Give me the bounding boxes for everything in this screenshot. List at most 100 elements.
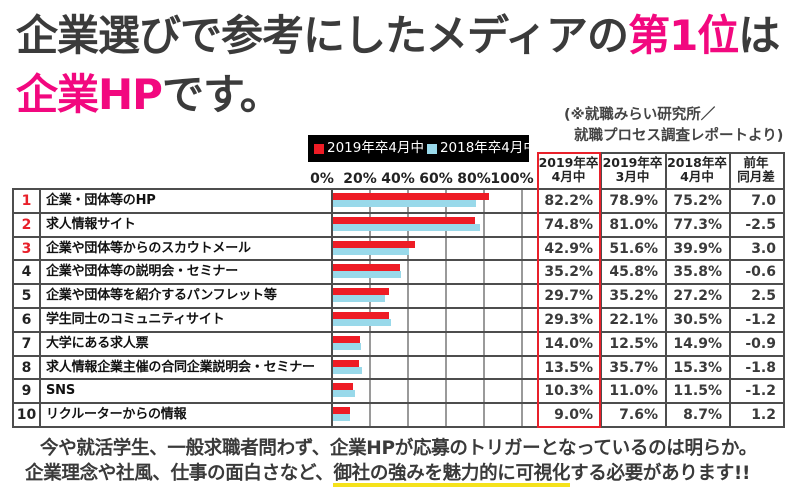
column-divider: [39, 188, 41, 428]
value-cell: 42.9%: [544, 240, 593, 257]
x-tick-label: 0%: [310, 171, 334, 187]
legend-label-2018: 2018年卒4月中: [439, 139, 537, 156]
legend-swatch-2019-icon: [314, 143, 324, 154]
value-cell: 45.8%: [609, 264, 658, 281]
value-cell: 9.0%: [554, 407, 593, 424]
column-header-line-1: 2019年卒: [538, 155, 599, 170]
rank-number: 10: [16, 407, 37, 424]
footer-highlighted-phrase: 御社の強みを魅力的に可視化: [333, 463, 570, 487]
bar-2019-april: [333, 264, 400, 272]
rank-number: 4: [21, 264, 32, 281]
bar-2019-april: [333, 407, 351, 415]
row-divider: [12, 235, 785, 238]
value-cell: 39.9%: [673, 240, 722, 257]
source-paren: (: [564, 107, 571, 123]
value-cell: 35.7%: [609, 359, 658, 376]
bar-2019-april: [333, 312, 389, 319]
value-cell: 2.5: [751, 288, 776, 305]
value-cell: 1.2: [751, 407, 776, 424]
column-header: 2019年卒 4月中: [537, 156, 600, 184]
value-cell: 82.2%: [544, 193, 593, 209]
row-divider: [12, 330, 785, 333]
axis-zero-line: [331, 188, 333, 428]
media-label: 企業や団体等からのスカウトメール: [46, 240, 251, 256]
value-cell: 75.2%: [673, 193, 722, 209]
bar-2018-april: [333, 223, 480, 231]
column-header: 前年 同月差: [729, 156, 783, 184]
rank-number: 7: [21, 335, 32, 352]
column-header: 2019年卒 3月中: [600, 156, 665, 184]
row-divider: [12, 378, 785, 381]
rank-number: 8: [21, 359, 32, 376]
value-cell: -1.2: [745, 383, 776, 400]
column-header-line-1: 2019年卒: [602, 155, 663, 170]
value-cell: 14.0%: [544, 335, 593, 352]
value-cell: -2.5: [745, 216, 776, 233]
bar-2018-april: [333, 366, 363, 374]
value-cell: 22.1%: [609, 312, 658, 328]
x-tick-label: 100%: [490, 171, 534, 187]
rank-number: 9: [21, 383, 32, 400]
footer-line2-prefix: 企業理念や社風、仕事の面白さなど、: [25, 463, 334, 484]
highlight-box-2019-april: [537, 152, 601, 428]
headline-line2-suffix: です。: [161, 70, 282, 119]
column-divider: [729, 152, 731, 428]
value-cell: -0.6: [745, 264, 776, 281]
media-label: 企業や団体等を紹介するパンフレット等: [46, 288, 277, 304]
row-divider: [12, 402, 785, 405]
value-cell: 78.9%: [609, 193, 658, 209]
column-header-line-1: 前年: [743, 155, 769, 170]
bar-2018-april: [333, 390, 355, 398]
column-header-line-2: 3月中: [615, 169, 650, 184]
bar-2018-april: [333, 414, 350, 422]
row-divider: [12, 307, 785, 309]
column-divider: [665, 152, 667, 428]
source-note-line-2: 就職プロセス調査レポートより): [574, 128, 784, 144]
bar-2019-april: [333, 288, 390, 296]
reference-mark-icon: ※: [570, 107, 585, 123]
value-cell: 51.6%: [609, 240, 658, 257]
bar-2018-april: [333, 271, 402, 279]
source-name: 就職みらい研究所／: [584, 107, 716, 123]
column-divider: [783, 152, 785, 428]
bar-2018-april: [333, 295, 385, 303]
value-cell: 13.5%: [544, 359, 593, 376]
value-cell: 27.2%: [673, 288, 722, 305]
header-top-border: [537, 152, 785, 154]
headline-line-2: 企業HPです。: [16, 74, 282, 116]
row-divider: [12, 354, 785, 357]
headline-emphasis-company-hp: 企業HP: [16, 70, 163, 119]
value-cell: 10.3%: [544, 383, 593, 400]
media-label: 求人情報サイト: [46, 216, 136, 232]
rank-number: 3: [21, 240, 32, 257]
media-label: SNS: [46, 383, 76, 399]
headline-suffix: は: [738, 11, 780, 60]
value-cell: 30.5%: [673, 312, 722, 328]
bar-2018-april: [333, 247, 409, 255]
bar-2019-april: [333, 216, 476, 224]
rank-number: 5: [21, 288, 32, 305]
media-label: 学生同士のコミュニティサイト: [46, 312, 225, 327]
bar-2019-april: [333, 240, 415, 248]
value-cell: 8.7%: [683, 407, 722, 424]
x-tick-label: 20%: [343, 171, 377, 187]
value-cell: 35.2%: [544, 264, 593, 281]
bar-2018-april: [333, 200, 476, 207]
column-header: 2018年卒 4月中: [665, 156, 729, 184]
media-label: 企業・団体等のHP: [46, 193, 156, 208]
bar-2019-april: [333, 335, 360, 343]
value-cell: 14.9%: [673, 335, 722, 352]
legend-label-2019: 2019年卒4月中: [327, 139, 424, 156]
column-divider: [12, 188, 14, 428]
value-cell: 35.2%: [609, 288, 658, 305]
footer-line-2: 企業理念や社風、仕事の面白さなど、御社の強みを魅力的に可視化する必要があります!…: [25, 463, 750, 487]
row-divider: [12, 211, 785, 214]
value-cell: 3.0: [751, 240, 776, 257]
column-header-line-2: 同月差: [737, 169, 775, 184]
value-cell: 7.0: [751, 193, 776, 209]
column-divider: [600, 152, 602, 428]
column-header-line-2: 4月中: [551, 169, 586, 184]
media-label: 企業や団体等の説明会・セミナー: [46, 264, 239, 280]
value-cell: -1.2: [745, 312, 776, 328]
bar-2019-april: [333, 359, 359, 367]
